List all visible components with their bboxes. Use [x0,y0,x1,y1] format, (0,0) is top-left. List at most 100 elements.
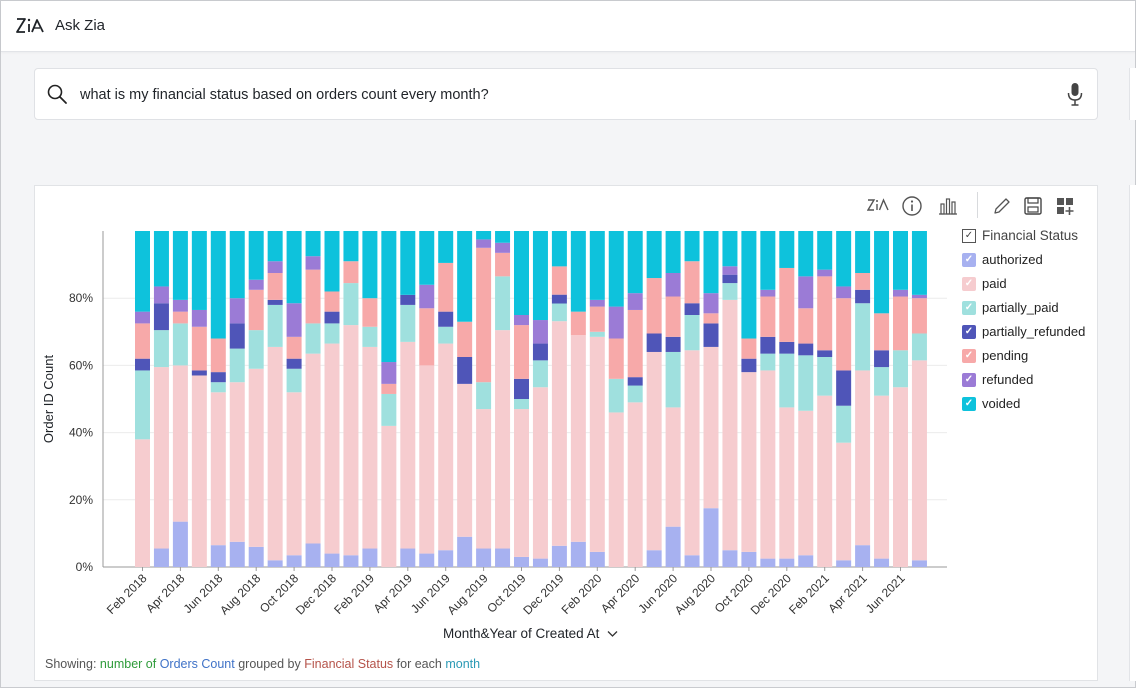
bar-segment-voided [703,231,719,294]
checkbox-icon[interactable]: ✓ [962,228,976,243]
bar-segment-partially-refunded [798,343,814,356]
legend-item-voided[interactable]: ✓ voided [962,396,1020,411]
bar-segment-partially-refunded [267,299,283,305]
x-tick-label: Jun 2021 [863,571,908,616]
legend-swatch-checkbox-icon[interactable]: ✓ [962,276,976,291]
x-axis-title[interactable]: Month&Year of Created At [443,626,618,641]
bar-segment-pending [248,289,264,331]
edit-icon[interactable] [991,195,1013,217]
bar-segment-partially-paid [551,303,567,322]
bar-segment-paid [855,370,871,546]
bar-segment-paid [798,410,814,556]
legend-swatch-checkbox-icon[interactable]: ✓ [962,300,976,315]
legend-item-partially-paid[interactable]: ✓ partially_paid [962,300,1059,315]
legend-item-label: voided [982,396,1021,411]
x-tick-label: Apr 2019 [371,571,416,616]
bar-segment-refunded [419,284,435,309]
legend-item-partially-refunded[interactable]: ✓ partially_refunded [962,324,1085,339]
bar-segment-refunded [532,320,548,344]
bar-segment-pending [514,325,529,379]
add-dashboard-icon[interactable] [1054,195,1076,217]
legend-title[interactable]: ✓ Financial Status [962,228,1078,243]
x-tick-label: Aug 2018 [217,571,263,617]
legend-item-refunded[interactable]: ✓ refunded [962,372,1033,387]
search-input[interactable]: what is my financial status based on ord… [80,87,489,103]
bar-segment-paid [703,346,719,509]
bar-segment-paid [324,343,340,554]
bar-segment-refunded [135,311,150,324]
bar-segment-partially-refunded [703,323,719,347]
side-panel-edge [1129,68,1136,120]
bar-segment-partially-paid [817,357,833,396]
bar-segment-voided [741,231,757,339]
bar-segment-paid [760,370,776,559]
bar-segment-authorized [570,541,586,567]
bar-segment-paid [362,346,378,549]
bar-segment-partially-paid [172,323,188,366]
legend-swatch-checkbox-icon[interactable]: ✓ [962,372,976,387]
chart-type-icon[interactable] [937,195,959,217]
bar-segment-partially-paid [855,303,871,371]
bar-segment-voided [172,231,188,300]
x-tick-label: Dec 2020 [748,571,794,617]
bar-segment-authorized [343,555,359,567]
bar-segment-paid [305,353,321,544]
bar-segment-refunded [836,286,852,299]
bar-segment-pending [855,273,871,290]
bar-segment-refunded [381,362,397,384]
bar-segment-paid [911,360,927,561]
bar-segment-authorized [362,548,378,567]
bar-segment-partially-refunded [760,336,776,354]
zia-icon[interactable] [867,195,889,217]
bar-segment-voided [438,231,454,263]
chevron-down-icon[interactable] [607,626,618,641]
summary-group-field: Financial Status [304,657,394,671]
y-tick-label: 20% [69,493,93,507]
legend-item-paid[interactable]: ✓ paid [962,276,1007,291]
bar-segment-partially-refunded [210,372,226,383]
bar-segment-partially-paid [514,399,529,410]
bar-segment-partially-refunded [684,303,700,315]
legend-swatch-checkbox-icon[interactable]: ✓ [962,252,976,267]
bar-segment-paid [267,346,283,561]
bar-segment-voided [817,231,833,270]
bar-segment-paid [836,442,852,561]
y-tick-label: 0% [76,560,94,574]
legend-swatch-checkbox-icon[interactable]: ✓ [962,324,976,339]
legend-item-label: refunded [982,372,1034,387]
microphone-icon[interactable] [1065,81,1085,107]
bar-segment-partially-refunded [532,343,548,361]
bar-segment-paid [874,395,890,559]
legend-item-pending[interactable]: ✓ pending [962,348,1028,363]
bar-segment-pending [760,296,776,337]
legend-item-authorized[interactable]: ✓ authorized [962,252,1043,267]
bar-segment-authorized [324,553,340,567]
summary-grouped: grouped by [238,657,301,671]
bar-segment-refunded [589,299,605,307]
bar-segment-partially-refunded [646,333,662,352]
legend-swatch-checkbox-icon[interactable]: ✓ [962,396,976,411]
bar-segment-voided [722,231,738,267]
bar-segment-partially-refunded [665,336,681,352]
bar-segment-refunded [172,299,188,312]
info-icon[interactable] [901,195,923,217]
bar-segment-partially-paid [911,333,927,361]
toolbar-divider [977,192,978,218]
y-tick-label: 60% [69,358,93,372]
bar-segment-pending [381,383,397,394]
bar-segment-voided [248,231,264,280]
bar-segment-partially-refunded [514,378,529,399]
search-bar[interactable]: what is my financial status based on ord… [34,68,1098,120]
bar-segment-pending [665,296,681,337]
bar-segment-partially-refunded [817,350,833,357]
bar-segment-pending [684,261,700,304]
x-tick-label: Feb 2019 [331,571,377,617]
bar-segment-authorized [286,555,302,567]
bar-segment-paid [722,299,738,551]
save-icon[interactable] [1022,195,1044,217]
legend-swatch-checkbox-icon[interactable]: ✓ [962,348,976,363]
bar-segment-partially-paid [893,350,908,388]
bar-segment-pending [210,338,226,373]
bar-segment-refunded [229,298,245,324]
bar-segment-authorized [514,556,529,567]
